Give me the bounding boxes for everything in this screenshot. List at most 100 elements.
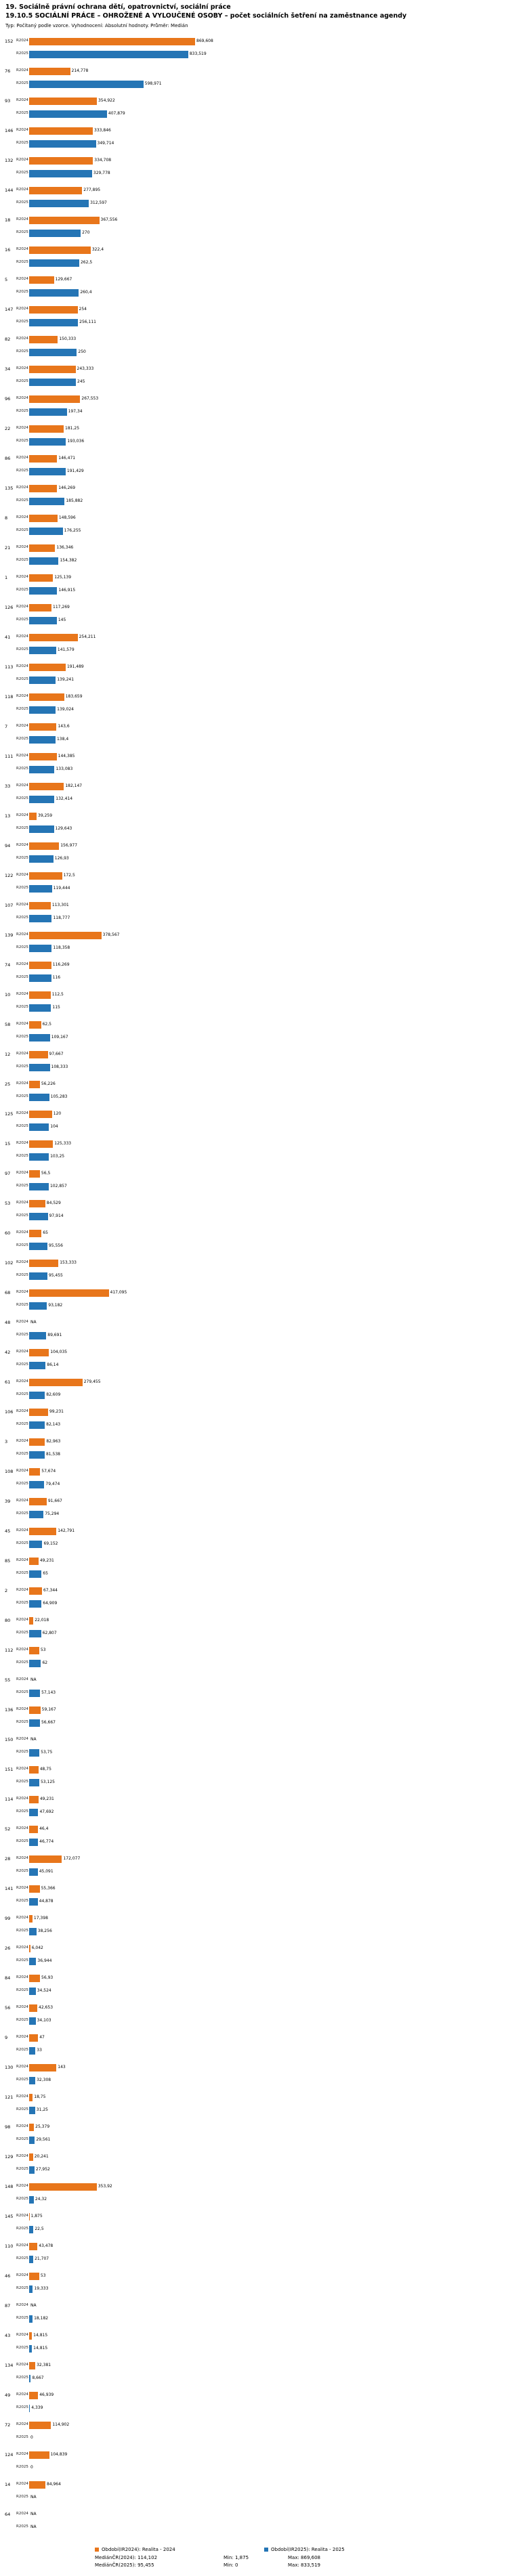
bar-r2024-132[interactable] (29, 156, 93, 165)
bar-r2024-93[interactable] (29, 97, 97, 105)
bar-r2024-7[interactable] (29, 723, 57, 731)
bar-r2024-118[interactable] (29, 693, 64, 701)
bar-r2025-146[interactable] (29, 139, 96, 148)
bar-r2024-130[interactable] (29, 2063, 57, 2071)
bar-r2025-132[interactable] (29, 169, 92, 177)
bar-r2024-126[interactable] (29, 603, 52, 611)
bar-r2025-39[interactable] (29, 1510, 44, 1518)
bar-r2025-135[interactable] (29, 497, 65, 505)
bar-r2025-122[interactable] (29, 884, 52, 893)
bar-r2024-10[interactable] (29, 991, 51, 999)
bar-r2025-18[interactable] (29, 229, 81, 237)
bar-r2025-7[interactable] (29, 735, 56, 744)
bar-r2024-135[interactable] (29, 484, 58, 492)
bar-r2024-94[interactable] (29, 842, 60, 850)
bar-r2025-76[interactable] (29, 80, 144, 88)
bar-r2025-33[interactable] (29, 795, 55, 803)
bar-r2024-61[interactable] (29, 1378, 83, 1386)
bar-r2025-56[interactable] (29, 2017, 36, 2025)
bar-r2024-139[interactable] (29, 931, 102, 939)
bar-r2024-68[interactable] (29, 1289, 109, 1297)
bar-r2025-9[interactable] (29, 2046, 36, 2055)
bar-r2024-9[interactable] (29, 2034, 39, 2042)
bar-r2024-82[interactable] (29, 335, 58, 343)
bar-r2025-99[interactable] (29, 1927, 37, 1935)
bar-r2024-28[interactable] (29, 1855, 62, 1863)
bar-r2024-1[interactable] (29, 574, 54, 582)
bar-r2025-147[interactable] (29, 318, 79, 326)
bar-r2024-112[interactable] (29, 1646, 39, 1654)
bar-r2025-112[interactable] (29, 1659, 41, 1667)
bar-r2025-145[interactable] (29, 2225, 34, 2233)
bar-r2025-1[interactable] (29, 586, 58, 595)
bar-r2025-97[interactable] (29, 1182, 49, 1190)
bar-r2024-145[interactable] (29, 2212, 30, 2220)
bar-r2024-86[interactable] (29, 454, 58, 463)
bar-r2024-125[interactable] (29, 1110, 52, 1118)
bar-r2025-58[interactable] (29, 1033, 50, 1042)
bar-r2024-21[interactable] (29, 544, 56, 552)
bar-r2025-2[interactable] (29, 1600, 42, 1608)
bar-r2024-22[interactable] (29, 425, 64, 433)
bar-r2025-46[interactable] (29, 2285, 33, 2293)
bar-r2025-102[interactable] (29, 1272, 47, 1280)
bar-r2025-45[interactable] (29, 1540, 43, 1548)
bar-r2025-5[interactable] (29, 288, 79, 297)
bar-r2024-106[interactable] (29, 1408, 48, 1416)
bar-r2025-107[interactable] (29, 914, 52, 922)
bar-r2024-74[interactable] (29, 961, 51, 969)
bar-r2024-129[interactable] (29, 2153, 33, 2161)
bar-r2024-45[interactable] (29, 1527, 57, 1535)
bar-r2025-113[interactable] (29, 676, 56, 684)
bar-r2025-52[interactable] (29, 1838, 39, 1846)
bar-r2025-26[interactable] (29, 1957, 37, 1965)
bar-r2024-122[interactable] (29, 872, 62, 880)
bar-r2024-41[interactable] (29, 633, 78, 641)
bar-r2024-60[interactable] (29, 1229, 42, 1237)
bar-r2025-68[interactable] (29, 1302, 47, 1310)
bar-r2025-10[interactable] (29, 1004, 51, 1012)
bar-r2025-106[interactable] (29, 1421, 45, 1429)
bar-r2025-121[interactable] (29, 2106, 35, 2114)
bar-r2024-111[interactable] (29, 752, 57, 760)
bar-r2024-56[interactable] (29, 2004, 38, 2012)
bar-r2024-102[interactable] (29, 1259, 59, 1267)
bar-r2024-107[interactable] (29, 901, 51, 909)
bar-r2024-18[interactable] (29, 216, 100, 224)
bar-r2025-152[interactable] (29, 50, 188, 58)
bar-r2025-136[interactable] (29, 1719, 40, 1727)
bar-r2024-33[interactable] (29, 782, 64, 790)
bar-r2024-72[interactable] (29, 2421, 51, 2429)
bar-r2025-28[interactable] (29, 1868, 38, 1876)
bar-r2025-94[interactable] (29, 855, 54, 863)
bar-r2024-80[interactable] (29, 1616, 34, 1625)
bar-r2024-147[interactable] (29, 305, 78, 314)
bar-r2025-21[interactable] (29, 557, 59, 565)
bar-r2025-118[interactable] (29, 706, 56, 714)
bar-r2025-60[interactable] (29, 1242, 47, 1250)
bar-r2024-144[interactable] (29, 186, 83, 194)
bar-r2025-43[interactable] (29, 2344, 33, 2353)
bar-r2024-34[interactable] (29, 365, 76, 373)
bar-r2025-110[interactable] (29, 2255, 34, 2263)
bar-r2025-80[interactable] (29, 1629, 41, 1637)
bar-r2024-99[interactable] (29, 1914, 33, 1923)
bar-r2025-74[interactable] (29, 974, 51, 982)
bar-r2024-134[interactable] (29, 2361, 36, 2369)
bar-r2024-146[interactable] (29, 127, 93, 135)
bar-r2024-16[interactable] (29, 246, 91, 254)
bar-r2025-96[interactable] (29, 408, 67, 416)
bar-r2025-25[interactable] (29, 1093, 49, 1101)
bar-r2024-98[interactable] (29, 2123, 35, 2131)
bar-r2024-151[interactable] (29, 1765, 39, 1774)
bar-r2025-13[interactable] (29, 825, 54, 833)
bar-r2025-55[interactable] (29, 1689, 41, 1697)
bar-r2024-8[interactable] (29, 514, 58, 522)
bar-r2025-3[interactable] (29, 1451, 45, 1459)
bar-r2024-58[interactable] (29, 1021, 41, 1029)
bar-r2024-84[interactable] (29, 1974, 41, 1982)
bar-r2024-2[interactable] (29, 1587, 42, 1595)
bar-r2024-26[interactable] (29, 1944, 30, 1952)
bar-r2024-3[interactable] (29, 1438, 45, 1446)
bar-r2025-139[interactable] (29, 944, 52, 952)
